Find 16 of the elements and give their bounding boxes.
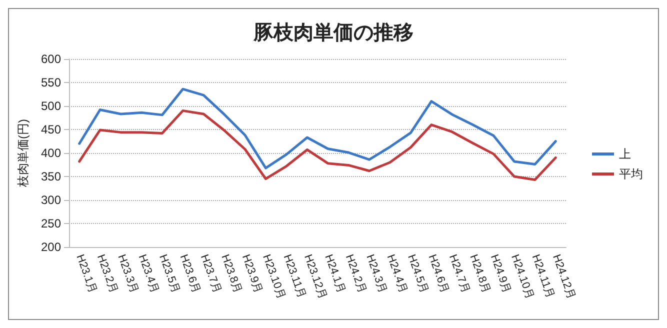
y-tick-label: 550 xyxy=(40,76,62,90)
y-tick-label: 450 xyxy=(40,122,62,136)
legend-label: 平均 xyxy=(619,167,643,181)
y-tick-label: 600 xyxy=(40,52,62,66)
y-tick-label: 200 xyxy=(40,240,62,254)
y-tick-label: 400 xyxy=(40,146,62,160)
line-series xyxy=(78,88,557,170)
legend-label: 上 xyxy=(619,147,631,161)
y-tick-label: 350 xyxy=(40,170,62,184)
y-tick-label: 500 xyxy=(40,99,62,113)
y-tick-label: 250 xyxy=(40,216,62,230)
x-tick-label: H23.1月 xyxy=(74,252,99,295)
line-series xyxy=(78,109,557,182)
y-tick-label: 300 xyxy=(40,193,62,207)
y-axis-title: 枝肉単価(円) xyxy=(16,119,30,188)
chart-title: 豚枝肉単価の推移 xyxy=(252,20,414,44)
